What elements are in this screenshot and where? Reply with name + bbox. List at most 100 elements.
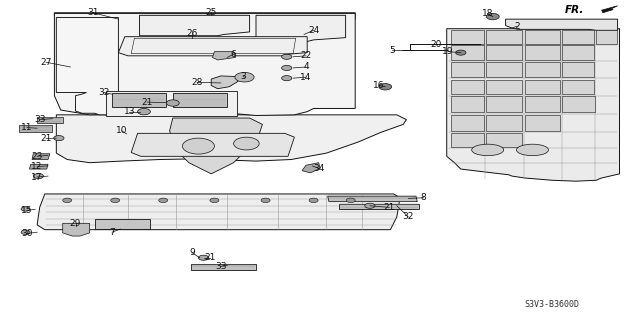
Circle shape: [261, 198, 270, 203]
Text: 8: 8: [421, 193, 426, 202]
Text: 11: 11: [21, 123, 33, 132]
Circle shape: [33, 174, 44, 179]
Circle shape: [346, 198, 355, 203]
Text: 32: 32: [98, 88, 109, 97]
Polygon shape: [562, 62, 594, 77]
Polygon shape: [112, 93, 166, 107]
Circle shape: [159, 198, 168, 203]
Text: 14: 14: [300, 73, 312, 82]
Polygon shape: [562, 30, 594, 44]
Text: 9: 9: [189, 248, 195, 257]
Text: 3: 3: [241, 72, 246, 81]
Text: 31: 31: [87, 8, 99, 17]
Polygon shape: [562, 96, 595, 112]
Polygon shape: [486, 133, 522, 147]
Polygon shape: [339, 204, 419, 209]
Circle shape: [456, 50, 466, 55]
Polygon shape: [525, 45, 560, 60]
Text: 25: 25: [205, 8, 217, 17]
Polygon shape: [451, 115, 484, 131]
Polygon shape: [29, 164, 48, 169]
Polygon shape: [173, 93, 227, 107]
Text: 29: 29: [70, 219, 81, 228]
Text: 10: 10: [116, 126, 127, 135]
Polygon shape: [486, 45, 522, 60]
Circle shape: [235, 72, 254, 82]
Text: 19: 19: [442, 47, 454, 56]
Circle shape: [365, 203, 375, 208]
Text: 22: 22: [300, 51, 312, 60]
Circle shape: [166, 100, 179, 106]
Text: 28: 28: [191, 78, 203, 87]
Circle shape: [379, 84, 392, 90]
Polygon shape: [37, 194, 400, 230]
Text: S3V3-B3600D: S3V3-B3600D: [524, 300, 579, 309]
Text: 21: 21: [40, 134, 52, 143]
Ellipse shape: [516, 144, 548, 156]
Polygon shape: [451, 45, 484, 60]
Polygon shape: [19, 125, 52, 132]
Text: 2: 2: [515, 22, 520, 31]
Text: FR.: FR.: [564, 4, 584, 15]
Polygon shape: [447, 29, 620, 181]
Circle shape: [21, 230, 30, 234]
Polygon shape: [95, 219, 150, 229]
Polygon shape: [506, 19, 618, 30]
Circle shape: [234, 137, 259, 150]
Polygon shape: [256, 15, 346, 41]
Polygon shape: [212, 52, 236, 60]
Circle shape: [486, 13, 499, 20]
Text: 6: 6: [231, 50, 236, 59]
Text: 34: 34: [313, 164, 324, 173]
Polygon shape: [54, 13, 355, 26]
Circle shape: [63, 198, 72, 203]
Polygon shape: [525, 30, 560, 44]
Text: 32: 32: [403, 212, 414, 221]
Polygon shape: [451, 133, 484, 147]
Polygon shape: [191, 264, 256, 270]
Circle shape: [282, 65, 292, 70]
Text: 24: 24: [308, 26, 319, 35]
Text: 5: 5: [389, 46, 394, 55]
Polygon shape: [525, 80, 560, 94]
Polygon shape: [211, 76, 238, 89]
Circle shape: [282, 76, 292, 81]
Polygon shape: [486, 115, 522, 131]
Polygon shape: [525, 62, 560, 77]
Polygon shape: [140, 15, 250, 36]
Circle shape: [198, 255, 209, 260]
Text: 21: 21: [141, 98, 153, 107]
Polygon shape: [562, 80, 594, 94]
Polygon shape: [54, 13, 355, 115]
Polygon shape: [602, 6, 618, 13]
Circle shape: [210, 198, 219, 203]
Polygon shape: [302, 163, 320, 173]
Polygon shape: [37, 117, 63, 123]
Text: 15: 15: [21, 206, 33, 215]
Polygon shape: [131, 133, 294, 156]
Text: 17: 17: [31, 173, 43, 182]
Text: 26: 26: [186, 29, 198, 38]
Polygon shape: [32, 154, 50, 160]
Polygon shape: [106, 91, 237, 116]
Text: 12: 12: [31, 162, 43, 171]
Polygon shape: [118, 37, 307, 56]
Polygon shape: [486, 80, 522, 94]
Polygon shape: [486, 96, 522, 112]
Polygon shape: [451, 62, 484, 77]
Circle shape: [282, 54, 292, 59]
Polygon shape: [56, 115, 406, 163]
Polygon shape: [451, 96, 484, 112]
Text: 33: 33: [215, 262, 227, 271]
Circle shape: [21, 207, 30, 211]
Circle shape: [54, 136, 64, 141]
Text: 7: 7: [109, 228, 115, 237]
Text: 21: 21: [204, 253, 216, 262]
Polygon shape: [328, 196, 417, 202]
Polygon shape: [170, 118, 262, 174]
Polygon shape: [451, 80, 484, 94]
Text: 13: 13: [124, 107, 135, 116]
Text: 18: 18: [482, 9, 493, 18]
Text: 4: 4: [303, 63, 308, 71]
Polygon shape: [596, 30, 617, 44]
